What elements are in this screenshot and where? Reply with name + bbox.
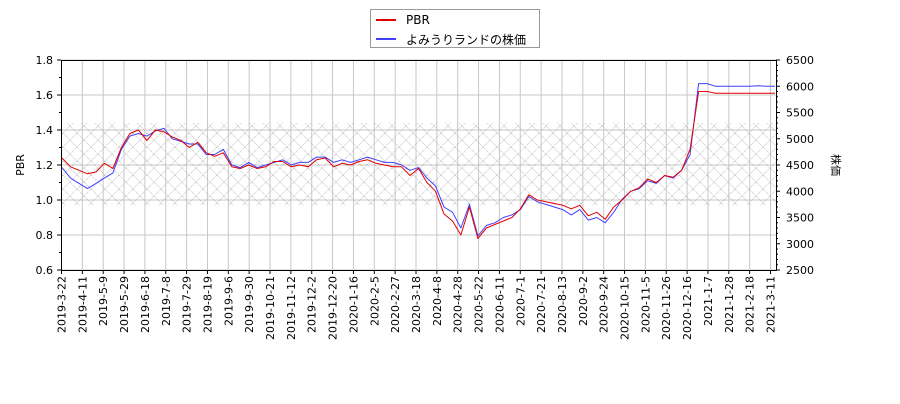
right-tick-label: 3500 [786, 212, 814, 225]
legend-label-pbr: PBR [406, 13, 430, 27]
x-tick-label: 2020-12-16 [681, 276, 694, 340]
pbr-line-swatch-icon [376, 19, 396, 21]
left-axis: 0.6 0.8 1.0 1.2 1.4 1.6 1.8 [36, 54, 61, 277]
stock-price-line-swatch-icon [376, 38, 396, 40]
x-tick-label: 2020-4-28 [452, 276, 465, 333]
x-tick-label: 2019-5-29 [118, 276, 131, 333]
left-axis-label: PBR [14, 154, 27, 176]
x-tick-label: 2020-6-11 [493, 276, 506, 333]
x-tick-label: 2019-11-12 [285, 276, 298, 340]
right-tick-label: 5500 [786, 107, 814, 120]
x-tick-label: 2020-1-16 [347, 276, 360, 333]
x-tick-label: 2021-3-11 [765, 276, 778, 333]
stock-price-line [61, 83, 775, 237]
left-tick-label: 0.8 [36, 229, 54, 242]
x-tick-label: 2020-2-5 [368, 276, 381, 326]
left-tick-label: 1.2 [36, 159, 54, 172]
x-tick-label: 2020-10-15 [619, 276, 632, 340]
x-tick-label: 2020-5-22 [473, 276, 486, 333]
x-tick-label: 2020-3-18 [410, 276, 423, 333]
x-tick-label: 2019-9-6 [222, 276, 235, 326]
x-tick-label: 2019-3-22 [56, 276, 69, 333]
x-tick-label: 2019-12-20 [327, 276, 340, 340]
left-tick-label: 1.8 [36, 54, 54, 67]
x-tick-label: 2020-11-5 [639, 276, 652, 333]
x-tick-label: 2021-2-18 [744, 276, 757, 333]
left-tick-label: 1.6 [36, 89, 54, 102]
x-tick-label: 2020-11-26 [660, 276, 673, 340]
legend-item-pbr: PBR [371, 11, 430, 29]
x-tick-label: 2020-2-27 [389, 276, 402, 333]
x-tick-label: 2021-1-7 [702, 276, 715, 326]
x-tick-label: 2019-9-30 [243, 276, 256, 333]
x-tick-label: 2019-12-2 [306, 276, 319, 333]
x-tick-label: 2019-7-8 [160, 276, 173, 326]
x-tick-label: 2020-7-1 [514, 276, 527, 326]
left-tick-label: 0.6 [36, 264, 54, 277]
x-tick-label: 2020-9-2 [577, 276, 590, 326]
right-tick-label: 5000 [786, 133, 814, 146]
right-tick-label: 3000 [786, 238, 814, 251]
right-axis: 2500 3000 3500 4000 4500 5000 5500 6000 6500 [776, 54, 814, 277]
right-tick-label: 6000 [786, 80, 814, 93]
x-tick-label: 2019-10-21 [264, 276, 277, 340]
x-tick-label: 2019-4-11 [76, 276, 89, 333]
x-tick-label: 2019-6-18 [139, 276, 152, 333]
x-tick-label: 2019-8-19 [201, 276, 214, 333]
legend-item-stock-price: よみうりランドの株価 [371, 30, 526, 48]
x-tick-label: 2020-9-24 [598, 276, 611, 333]
pbr-line [61, 91, 775, 239]
right-tick-label: 4500 [786, 159, 814, 172]
x-tick-label: 2020-4-8 [431, 276, 444, 326]
legend: PBR よみうりランドの株価 [370, 9, 540, 48]
legend-label-stock-price: よみうりランドの株価 [406, 32, 527, 47]
series-lines [61, 83, 775, 239]
left-tick-label: 1.4 [36, 124, 54, 137]
left-tick-label: 1.0 [36, 194, 54, 207]
right-tick-label: 2500 [786, 264, 814, 277]
x-axis: 2019-3-22 2019-4-11 2019-5-9 2019-5-29 2019-… [56, 270, 778, 340]
x-tick-label: 2019-7-29 [181, 276, 194, 333]
right-axis-label: 株価 [829, 154, 843, 176]
x-tick-label: 2020-8-13 [556, 276, 569, 333]
right-tick-label: 4000 [786, 185, 814, 198]
right-tick-label: 6500 [786, 54, 814, 67]
x-tick-label: 2020-7-21 [535, 276, 548, 333]
x-tick-label: 2019-5-9 [97, 276, 110, 326]
shaded-band [61, 123, 776, 206]
x-tick-label: 2021-1-28 [723, 276, 736, 333]
